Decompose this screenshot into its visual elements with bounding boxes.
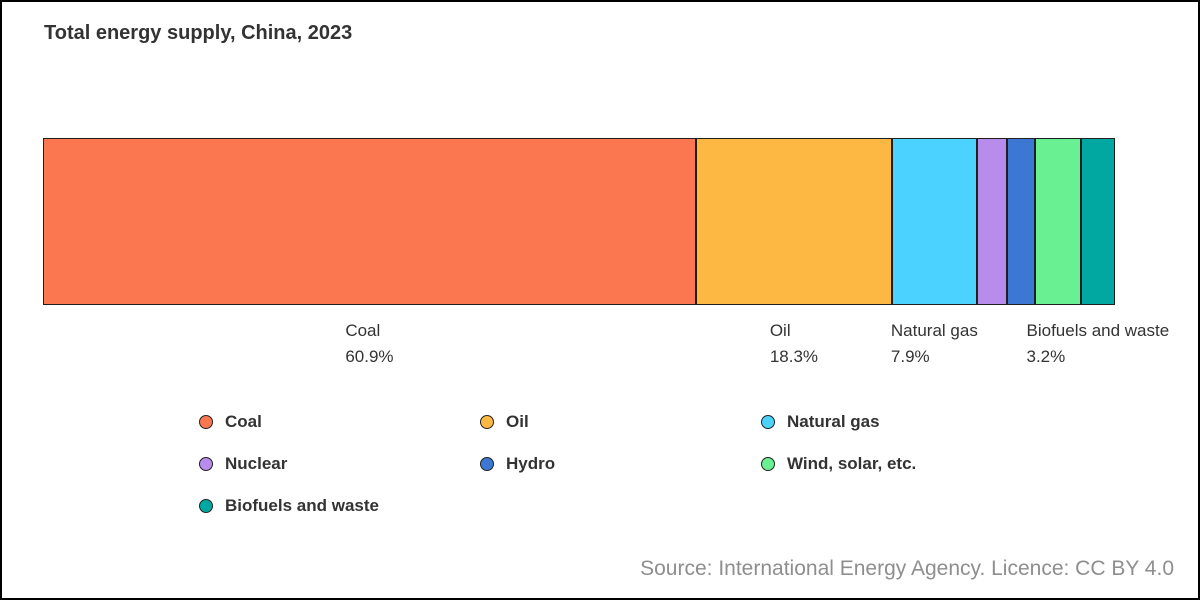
legend-item-biofuels-and-waste[interactable]: Biofuels and waste	[199, 496, 480, 516]
legend-item-coal[interactable]: Coal	[199, 412, 480, 432]
legend-swatch-icon	[480, 415, 494, 429]
segment-label-name: Biofuels and waste	[1026, 321, 1170, 340]
legend-item-label: Coal	[225, 412, 262, 431]
segment-label-value: 18.3%	[769, 347, 819, 366]
legend-swatch-icon	[761, 415, 775, 429]
legend-item-label: Oil	[506, 412, 529, 431]
legend-item-label: Biofuels and waste	[225, 496, 379, 515]
segment-label-name: Natural gas	[890, 321, 978, 340]
legend-swatch-icon	[199, 457, 213, 471]
segment-label-value: 7.9%	[890, 347, 930, 366]
legend-swatch-icon	[480, 457, 494, 471]
legend-item-label: Natural gas	[787, 412, 880, 431]
bar-segment-coal[interactable]	[43, 138, 696, 305]
bar-segment-hydro[interactable]	[1006, 138, 1035, 305]
segment-label-natural-gas: Natural gas 7.9%	[891, 318, 978, 370]
segment-label-value: 60.9%	[345, 347, 394, 366]
legend-swatch-icon	[199, 499, 213, 513]
chart-title: Total energy supply, China, 2023	[44, 22, 353, 44]
bar-segment-oil[interactable]	[695, 138, 893, 305]
legend-item-wind-solar-etc[interactable]: Wind, solar, etc.	[761, 454, 916, 474]
segment-label-coal: Coal 60.9%	[345, 318, 393, 370]
segment-label-oil: Oil 18.3%	[770, 318, 818, 370]
bar-segment-wind-solar-etc[interactable]	[1034, 138, 1081, 305]
stacked-bar	[43, 138, 1115, 305]
bar-segment-nuclear[interactable]	[976, 138, 1007, 305]
legend-item-label: Hydro	[506, 454, 556, 473]
legend-item-label: Nuclear	[225, 454, 288, 473]
legend-swatch-icon	[199, 415, 213, 429]
segment-label-name: Oil	[769, 321, 791, 340]
legend: Coal Oil Natural gas Nuclear Hydro Wind, sola…	[199, 401, 916, 527]
segment-label-biofuels-and-waste: Biofuels and waste 3.2%	[1026, 318, 1169, 370]
bar-segment-biofuels-and-waste[interactable]	[1080, 138, 1115, 305]
legend-item-hydro[interactable]: Hydro	[480, 454, 761, 474]
segment-label-name: Coal	[345, 321, 381, 340]
legend-swatch-icon	[761, 457, 775, 471]
legend-item-label: Wind, solar, etc.	[787, 454, 917, 473]
source-note: Source: International Energy Agency. Lic…	[640, 557, 1174, 580]
segment-label-value: 3.2%	[1026, 347, 1066, 366]
legend-item-oil[interactable]: Oil	[480, 412, 761, 432]
bar-segment-natural-gas[interactable]	[892, 138, 977, 305]
legend-item-nuclear[interactable]: Nuclear	[199, 454, 480, 474]
legend-item-natural-gas[interactable]: Natural gas	[761, 412, 916, 432]
